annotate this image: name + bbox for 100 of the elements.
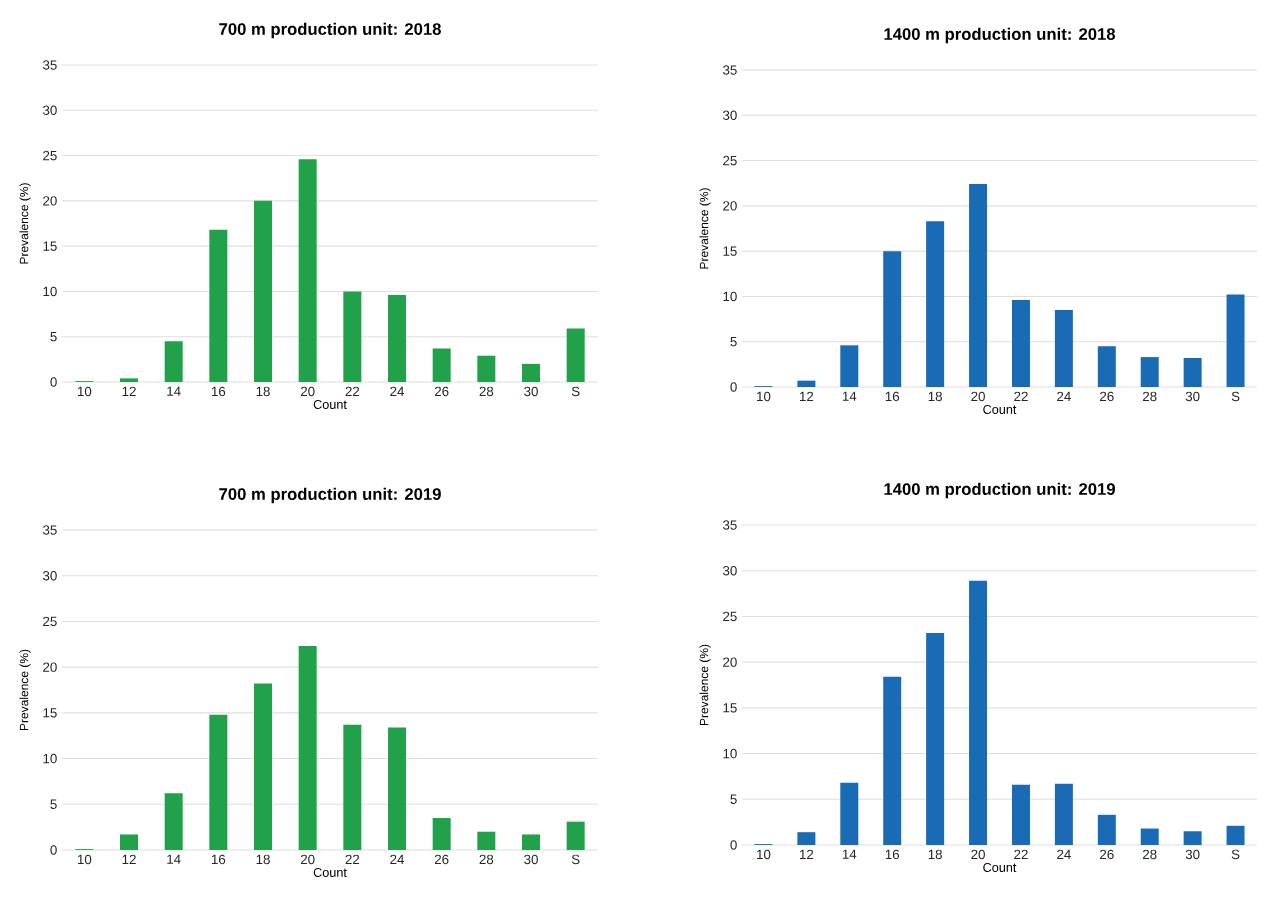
y-tick-label: 15 bbox=[723, 703, 737, 713]
x-tick-label: 30 bbox=[524, 386, 538, 397]
bar bbox=[254, 200, 273, 382]
bar bbox=[797, 380, 816, 387]
x-tick-label: 30 bbox=[1185, 849, 1200, 860]
x-tick-label: 24 bbox=[1057, 391, 1071, 402]
bar bbox=[522, 834, 541, 850]
x-tick-label: 10 bbox=[77, 854, 92, 865]
bar bbox=[883, 676, 902, 845]
y-tick-label: 0 bbox=[730, 382, 737, 392]
y-tick-label: 10 bbox=[723, 291, 737, 302]
bar bbox=[432, 817, 451, 850]
chart-title: 700 m production unit: 2019 bbox=[219, 487, 441, 504]
x-tick-label: 20 bbox=[971, 849, 985, 860]
x-tick-label: 10 bbox=[77, 386, 92, 397]
bar bbox=[1183, 831, 1202, 845]
y-tick-label: 35 bbox=[42, 60, 57, 70]
x-tick-label: S bbox=[571, 854, 580, 865]
bar bbox=[1054, 783, 1073, 845]
x-tick-label: 22 bbox=[345, 854, 360, 865]
bar bbox=[1226, 294, 1245, 387]
bar bbox=[477, 831, 496, 850]
x-axis-title: Count bbox=[983, 404, 1017, 414]
y-tick-label: 20 bbox=[723, 201, 737, 211]
y-tick-label: 15 bbox=[43, 241, 57, 251]
bar bbox=[298, 646, 317, 850]
bar bbox=[1226, 825, 1245, 845]
x-tick-label: S bbox=[571, 386, 580, 397]
x-tick-label: 10 bbox=[757, 391, 771, 402]
y-axis-title: Prevalence (%) bbox=[19, 649, 31, 731]
bar bbox=[1183, 358, 1202, 387]
bar bbox=[1140, 828, 1159, 845]
bar bbox=[1054, 310, 1073, 387]
x-tick-label: 28 bbox=[1142, 849, 1157, 860]
x-tick-label: 16 bbox=[211, 386, 226, 397]
y-tick-label: 10 bbox=[43, 753, 57, 764]
x-tick-label: 20 bbox=[300, 386, 315, 397]
x-tick-label: 14 bbox=[842, 849, 857, 859]
y-tick-label: 35 bbox=[722, 65, 737, 75]
y-axis-title: Prevalence (%) bbox=[699, 644, 711, 726]
x-tick-label: 24 bbox=[1057, 849, 1071, 860]
bar bbox=[797, 832, 816, 845]
y-tick-label: 10 bbox=[723, 748, 737, 759]
bar bbox=[1140, 357, 1159, 387]
y-tick-label: 10 bbox=[43, 286, 57, 297]
x-tick-label: 12 bbox=[122, 854, 136, 865]
x-tick-label: 12 bbox=[800, 391, 814, 402]
bar bbox=[883, 251, 902, 387]
bar bbox=[969, 580, 988, 845]
x-tick-label: 22 bbox=[1014, 849, 1028, 860]
x-axis-title: Count bbox=[313, 867, 347, 877]
bar bbox=[343, 724, 362, 850]
bar bbox=[1097, 346, 1116, 387]
x-tick-label: 16 bbox=[211, 854, 226, 865]
x-tick-label: 30 bbox=[524, 854, 538, 865]
x-tick-label: 26 bbox=[1100, 849, 1114, 860]
x-tick-label: 22 bbox=[1014, 391, 1028, 402]
y-tick-label: 30 bbox=[42, 105, 57, 115]
x-tick-label: 18 bbox=[928, 849, 942, 860]
bar bbox=[209, 714, 228, 850]
y-tick-label: 5 bbox=[730, 794, 737, 804]
y-tick-label: 5 bbox=[730, 337, 737, 347]
x-tick-label: 12 bbox=[800, 849, 814, 860]
x-tick-label: 28 bbox=[1142, 391, 1157, 402]
bar bbox=[566, 821, 585, 850]
bar bbox=[926, 221, 945, 387]
x-tick-label: 18 bbox=[256, 386, 270, 397]
x-tick-label: 20 bbox=[300, 854, 315, 865]
chart-title: 700 m production unit: 2018 bbox=[219, 22, 441, 39]
bar bbox=[432, 348, 451, 382]
y-tick-label: 25 bbox=[43, 150, 57, 161]
x-tick-label: 10 bbox=[757, 849, 771, 860]
x-tick-label: S bbox=[1231, 849, 1240, 860]
y-tick-label: 20 bbox=[43, 196, 57, 206]
x-tick-label: 22 bbox=[345, 386, 360, 397]
bar bbox=[926, 632, 945, 845]
y-axis-title: Prevalence (%) bbox=[699, 188, 711, 269]
y-tick-label: 5 bbox=[50, 799, 57, 809]
x-tick-label: 26 bbox=[1100, 391, 1114, 402]
y-tick-label: 15 bbox=[43, 708, 57, 718]
bar bbox=[164, 341, 183, 382]
x-tick-label: 24 bbox=[390, 854, 405, 865]
y-tick-label: 20 bbox=[723, 657, 737, 667]
y-tick-label: 0 bbox=[50, 845, 57, 855]
x-tick-label: 26 bbox=[434, 854, 449, 865]
bar bbox=[120, 378, 139, 382]
chart-title: 1400 m production unit: 2019 bbox=[884, 482, 1115, 499]
bar bbox=[1011, 784, 1030, 845]
x-tick-label: 14 bbox=[842, 391, 857, 401]
y-tick-label: 0 bbox=[730, 840, 737, 850]
x-tick-label: 30 bbox=[1185, 391, 1200, 402]
bar bbox=[477, 355, 496, 382]
bar bbox=[1011, 300, 1030, 387]
x-tick-label: 24 bbox=[390, 386, 405, 397]
bar bbox=[298, 159, 317, 382]
x-tick-label: 14 bbox=[167, 854, 181, 864]
bar bbox=[969, 184, 988, 387]
x-tick-label: S bbox=[1231, 391, 1240, 402]
bar bbox=[388, 727, 407, 850]
x-tick-label: 28 bbox=[479, 854, 494, 865]
